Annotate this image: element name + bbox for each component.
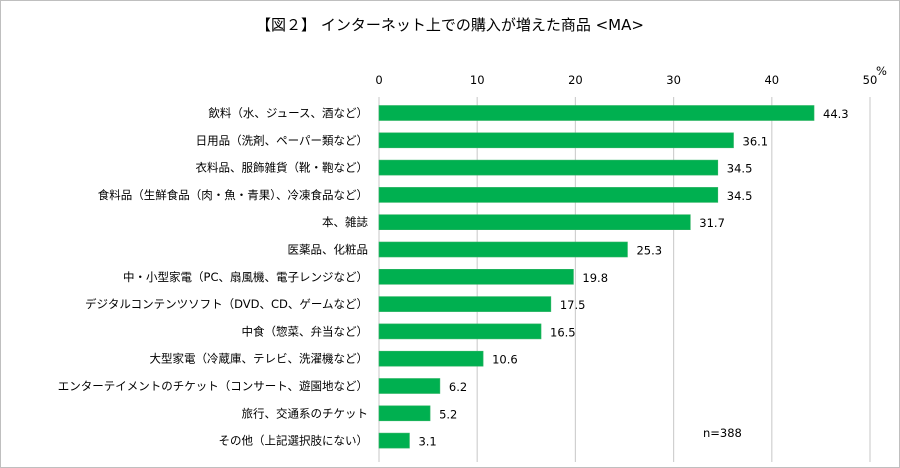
category-label: 日用品（洗剤、ペーパー類など） <box>196 133 368 147</box>
bars <box>378 105 815 449</box>
category-label: デジタルコンテンツソフト（DVD、CD、ゲームなど） <box>85 297 368 311</box>
category-label: 衣料品、服飾雑貨（靴・鞄など） <box>196 161 369 175</box>
bar <box>378 378 441 394</box>
category-label: 中食（惣菜、弁当など） <box>242 324 369 338</box>
data-label: 31.7 <box>699 216 725 230</box>
category-label: その他（上記選択肢にない） <box>219 434 369 448</box>
bar <box>378 350 484 367</box>
data-label: 6.2 <box>449 380 467 394</box>
data-label: 44.3 <box>823 107 849 121</box>
data-label: 19.8 <box>582 271 608 285</box>
x-tick-label: 0 <box>375 73 382 87</box>
data-label: 3.1 <box>418 435 436 449</box>
category-labels: 飲料（水、ジュース、酒など） 日用品（洗剤、ペーパー類など） 衣料品、服飾雑貨（靴・… <box>58 106 369 448</box>
bar <box>378 105 815 121</box>
bar <box>378 323 542 340</box>
data-label: 36.1 <box>743 134 769 148</box>
data-label: 5.2 <box>439 407 457 421</box>
category-label: 飲料（水、ジュース、酒など） <box>208 106 368 120</box>
bar <box>378 214 691 230</box>
bar <box>378 268 574 285</box>
category-label: 中・小型家電（PC、扇風機、電子レンジなど） <box>123 270 368 284</box>
data-label: 10.6 <box>492 353 518 367</box>
data-label: 16.5 <box>550 325 576 339</box>
category-label: 医薬品、化粧品 <box>288 243 369 257</box>
x-axis-ticks: 0 10 20 30 40 50 <box>375 73 877 87</box>
category-label: 本、雑誌 <box>322 215 368 229</box>
data-label: 34.5 <box>727 162 753 176</box>
value-labels: 44.336.134.534.531.725.319.817.516.510.6… <box>418 107 848 449</box>
bar <box>378 432 410 449</box>
x-tick-label: 10 <box>470 73 485 87</box>
bar <box>378 187 719 203</box>
bar <box>378 159 719 176</box>
bar <box>378 405 431 422</box>
data-label: 17.5 <box>560 298 586 312</box>
sample-size-note: n=388 <box>703 426 742 440</box>
bar <box>378 132 734 149</box>
x-tick-label: 20 <box>568 73 583 87</box>
unit-label: % <box>876 64 887 78</box>
category-label: 大型家電（冷蔵庫、テレビ、洗濯機など） <box>150 352 369 366</box>
x-tick-label: 50 <box>863 73 878 87</box>
data-label: 34.5 <box>727 189 753 203</box>
x-tick-label: 30 <box>666 73 681 87</box>
x-tick-label: 40 <box>764 73 779 87</box>
bar <box>378 241 628 258</box>
chart-title: 【図２】 インターネット上での購入が増えた商品 <MA> <box>256 16 644 34</box>
category-label: エンターテイメントのチケット（コンサート、遊園地など） <box>58 379 368 393</box>
data-label: 25.3 <box>636 244 662 258</box>
category-label: 食料品（生鮮食品（肉・魚・青果）、冷凍食品など） <box>98 188 368 202</box>
bar <box>378 296 552 312</box>
category-label: 旅行、交通系のチケット <box>242 406 369 420</box>
